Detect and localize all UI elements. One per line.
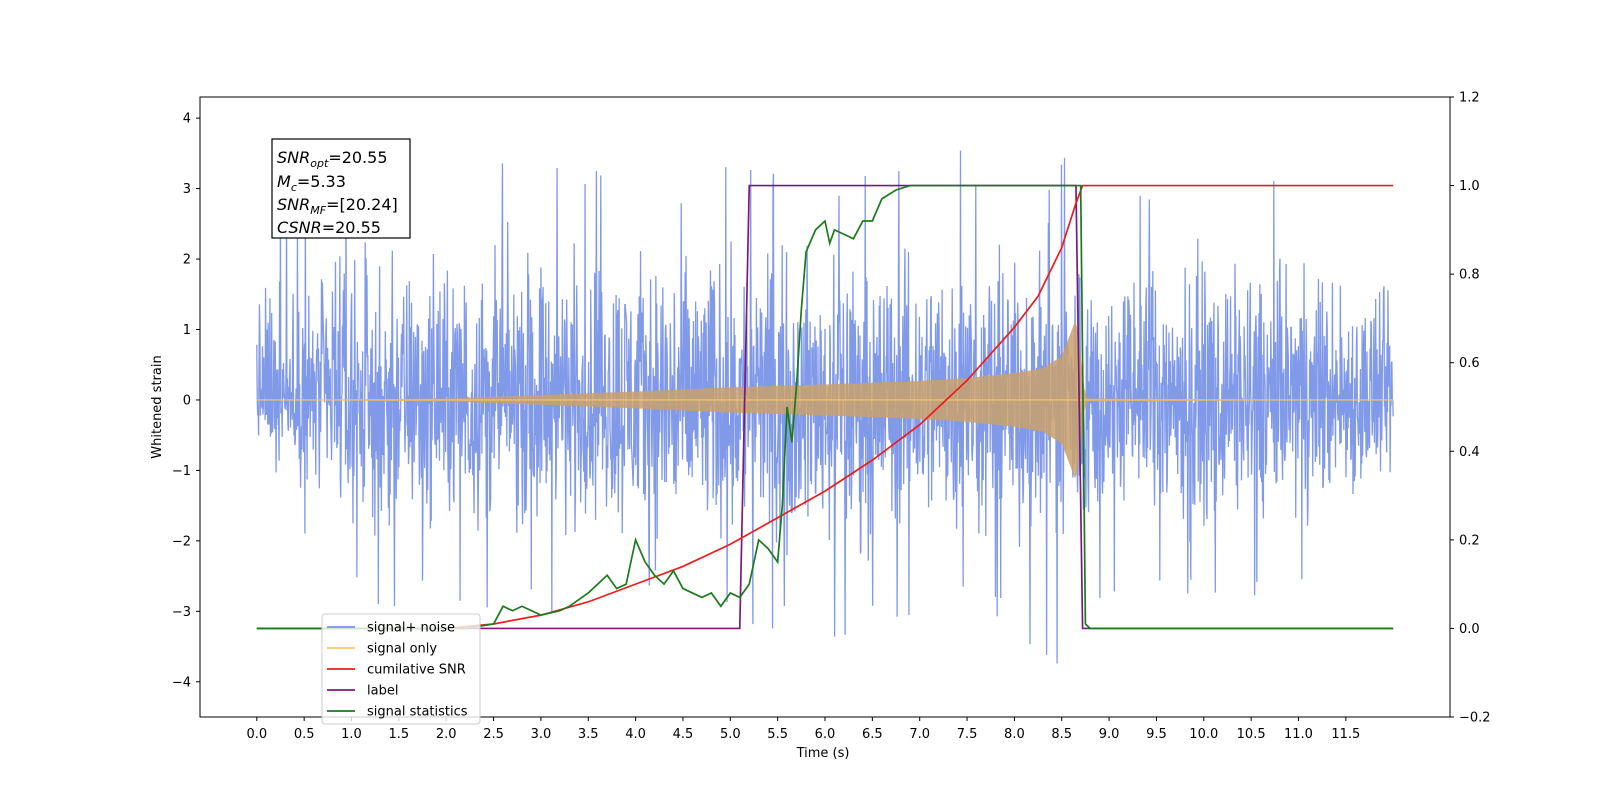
series-line-signal-statistics xyxy=(256,184,1394,630)
legend-label: cumilative SNR xyxy=(367,663,466,678)
y2-tick-label: 0.0 xyxy=(1459,622,1480,637)
y-tick-label: 3 xyxy=(183,182,191,197)
y-axis-label: Whitened strain xyxy=(150,355,165,458)
x-tick-label: 4.5 xyxy=(673,727,694,742)
y-tick-label: −2 xyxy=(172,534,191,549)
stats-snr-opt: SNRopt=20.55 xyxy=(277,148,388,170)
x-tick-label: 6.0 xyxy=(815,727,836,742)
stats-box: SNRopt=20.55 Mc=5.33 SNRMF=[20.24] CSNR=… xyxy=(271,138,411,239)
y2-tick-label: 0.6 xyxy=(1459,356,1480,371)
y-axis-right-ticks: 1.2 1.0 0.8 0.6 0.4 0.2 0.0 −0.2 xyxy=(1450,91,1491,726)
y2-tick-label: 1.0 xyxy=(1459,179,1480,194)
y-axis-left-ticks: 4 3 2 1 0 −1 −2 −3 −4 xyxy=(172,112,200,690)
y-tick-label: −4 xyxy=(172,675,191,690)
x-tick-label: 8.5 xyxy=(1051,727,1072,742)
y2-tick-label: 0.4 xyxy=(1459,445,1480,460)
legend-label: signal+ noise xyxy=(367,621,455,636)
x-tick-label: 0.5 xyxy=(294,727,315,742)
y-tick-label: 1 xyxy=(183,323,191,338)
series-signal-plus-noise xyxy=(256,150,1394,664)
y-tick-label: 0 xyxy=(183,393,191,408)
x-tick-label: 3.5 xyxy=(578,727,599,742)
y-tick-label: 4 xyxy=(183,112,191,127)
right-axis-series xyxy=(256,184,1394,630)
y2-tick-label: 0.2 xyxy=(1459,533,1480,548)
x-tick-label: 8.0 xyxy=(1004,727,1025,742)
signal-plus-noise-line xyxy=(256,150,1394,664)
x-tick-label: 10.0 xyxy=(1189,727,1218,742)
x-tick-label: 1.5 xyxy=(389,727,410,742)
x-tick-label: 11.5 xyxy=(1331,727,1360,742)
x-tick-label: 2.0 xyxy=(436,727,457,742)
x-tick-label: 5.5 xyxy=(767,727,788,742)
x-tick-label: 4.0 xyxy=(625,727,646,742)
legend-frame xyxy=(321,613,481,725)
x-tick-label: 1.0 xyxy=(341,727,362,742)
x-tick-label: 10.5 xyxy=(1237,727,1266,742)
x-tick-label: 0.0 xyxy=(246,727,267,742)
legend-label: signal only xyxy=(367,642,437,657)
y-tick-label: −3 xyxy=(172,605,191,620)
stats-mc: Mc=5.33 xyxy=(277,172,346,194)
y-tick-label: −1 xyxy=(172,464,191,479)
x-tick-label: 5.0 xyxy=(720,727,741,742)
x-axis-label: Time (s) xyxy=(796,746,850,761)
x-axis-ticks: 0.0 0.5 1.0 1.5 2.0 2.5 3.0 3.5 4.0 4.5 5.0 5.5 6.0 6… xyxy=(246,717,1360,742)
x-tick-label: 7.0 xyxy=(909,727,930,742)
legend-label: label xyxy=(367,684,398,699)
x-tick-label: 9.5 xyxy=(1146,727,1167,742)
x-tick-label: 7.5 xyxy=(957,727,978,742)
x-tick-label: 6.5 xyxy=(862,727,883,742)
y2-tick-label: −0.2 xyxy=(1459,711,1491,726)
y-tick-label: 2 xyxy=(183,253,191,268)
legend-label: signal statistics xyxy=(367,705,468,720)
stats-csnr: CSNR=20.55 xyxy=(277,218,381,237)
stats-box-frame xyxy=(271,138,411,239)
y2-tick-label: 1.2 xyxy=(1459,91,1480,106)
x-tick-label: 9.0 xyxy=(1099,727,1120,742)
x-tick-label: 2.5 xyxy=(483,727,504,742)
x-tick-label: 11.0 xyxy=(1284,727,1313,742)
x-tick-label: 3.0 xyxy=(531,727,552,742)
stats-snr-mf: SNRMF=[20.24] xyxy=(277,195,398,217)
y2-tick-label: 0.8 xyxy=(1459,268,1480,283)
legend: signal+ noise signal only cumilative SNR la… xyxy=(321,613,481,725)
series-signal-only xyxy=(256,321,1394,479)
